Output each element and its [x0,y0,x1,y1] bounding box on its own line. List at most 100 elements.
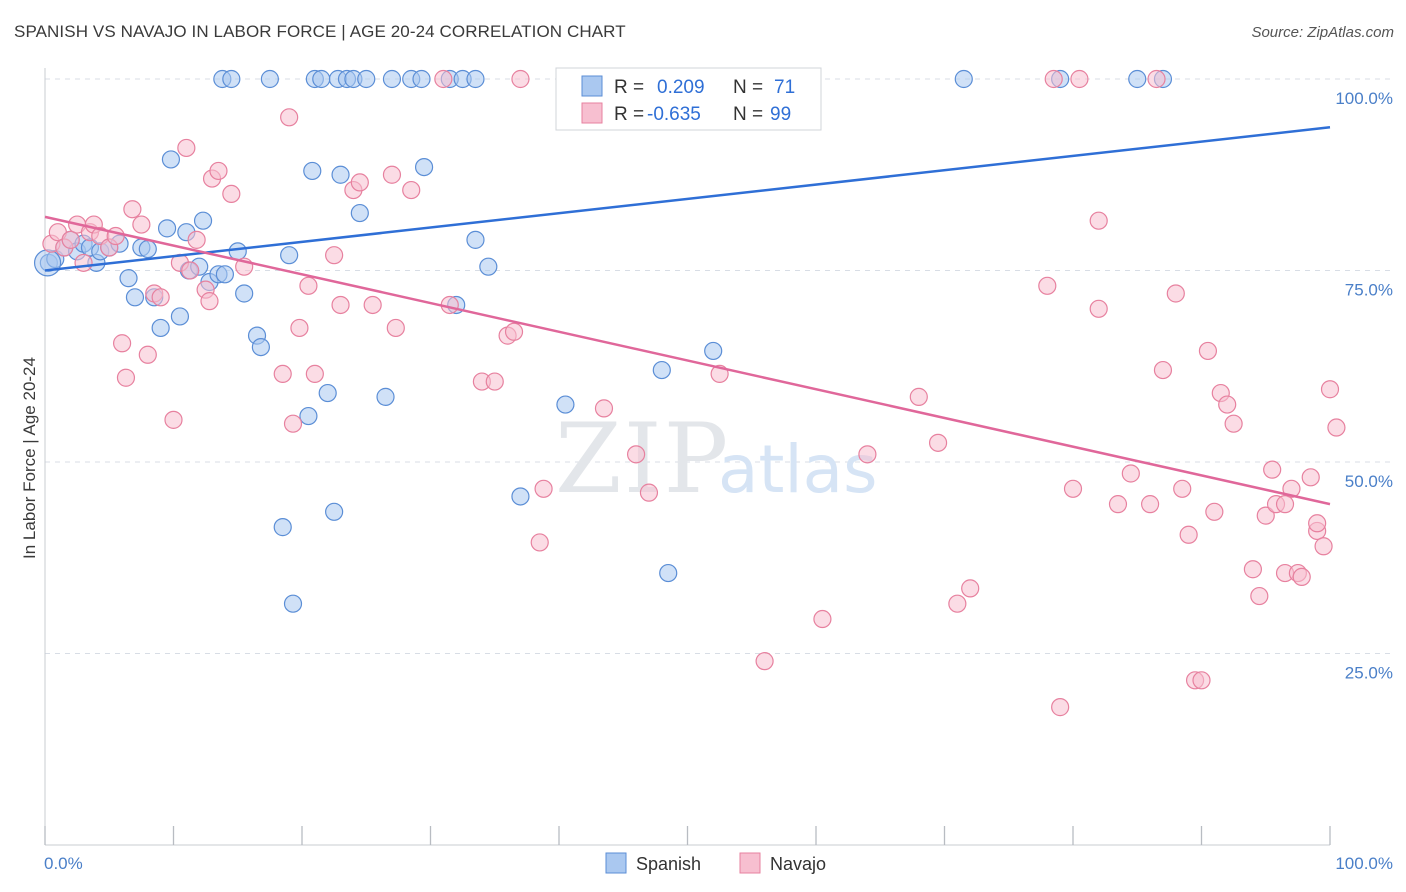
navajo-point [948,594,967,613]
spanish-point [193,211,213,230]
y-tick-label: 100.0% [1335,89,1393,108]
spanish-point [215,265,234,284]
spanish-point [704,341,723,361]
spanish-point [382,69,402,89]
navajo-point [434,69,453,89]
spanish-point [479,257,498,276]
watermark-atlas: atlas [718,431,878,508]
tick-labels: 25.0% 50.0% 75.0% 100.0% 0.0% 100.0% [44,89,1393,873]
navajo-point [116,368,136,387]
spanish-point [280,246,299,265]
navajo-point [350,173,369,192]
navajo-point [928,433,948,452]
spanish-point [331,165,350,184]
spanish-point [235,284,254,303]
navajo-point [283,414,303,433]
spanish-point [151,318,170,338]
navajo-point [1250,586,1269,606]
y-axis-label: In Labor Force | Age 20-24 [20,357,39,559]
navajo-point [1308,514,1327,533]
spanish-point [466,230,485,249]
navajo-point [273,364,292,384]
navajo-point [402,180,421,200]
navajo-point [363,295,382,315]
trend-lines [44,126,1331,506]
spanish-point [251,338,270,357]
spanish-point [1128,69,1147,89]
navajo-point [74,253,93,272]
navajo-point [1038,276,1057,295]
navajo-point [1089,299,1108,318]
spanish-point [954,69,973,89]
spanish-point [157,219,177,238]
spanish-point [318,383,337,403]
spanish-point [357,69,376,89]
legend-swatch-navajo [581,102,603,124]
navajo-point [485,372,504,391]
navajo-point [1173,479,1192,498]
navajo-point [626,445,646,464]
navajo-point [1063,479,1083,498]
navajo-point [164,410,183,429]
navajo-point [1218,395,1237,414]
navajo-point [1256,506,1275,525]
navajo-point [639,483,659,502]
navajo-point [1179,525,1198,544]
legend-r-label-spanish: R = [614,77,644,98]
navajo-point [325,246,344,265]
navajo-point [187,230,206,249]
navajo-point [151,288,170,307]
navajo-point [1282,479,1301,498]
navajo-point [382,165,402,184]
navajo-point [1198,341,1218,361]
legend-n-value-spanish: 71 [774,77,795,98]
spanish-point [412,69,431,89]
stats-legend: R = 0.209 N = 71 R = -0.635 N = 99 [555,67,822,131]
navajo-point [1275,495,1295,514]
navajo-point [530,533,549,552]
spanish-point [556,395,575,414]
navajo-point [386,318,405,338]
spanish-point [325,502,344,521]
spanish-point [376,387,395,406]
series-legend: Spanish Navajo [605,852,826,874]
navajo-point [755,652,774,671]
legend-n-label-navajo: N = [733,104,763,125]
navajo-point [112,334,132,353]
spanish-point [138,239,157,259]
spanish-point [125,288,145,307]
navajo-point [909,387,928,406]
spanish-point [283,594,303,613]
spanish-point [119,269,138,288]
spanish-point [466,69,485,89]
navajo-point [200,292,219,311]
navajo-point [181,261,200,280]
navajo-point [1166,284,1185,303]
watermark: ZIP atlas [555,403,878,515]
navajo-point [177,138,196,158]
spanish-point [511,487,530,506]
chart-title: SPANISH VS NAVAJO IN LABOR FORCE | AGE 2… [14,22,626,41]
navajo-point [594,399,614,418]
navajo-point [305,364,324,384]
navajo-point [1089,211,1108,230]
bottom-legend-label-spanish: Spanish [636,854,701,874]
spanish-point [222,69,241,89]
y-tick-label: 50.0% [1345,472,1393,491]
navajo-point [299,276,318,295]
navajo-point [61,230,80,249]
spanish-point [299,406,318,426]
navajo-trend-line [44,215,1331,506]
navajo-point [1044,69,1063,89]
legend-r-label-navajo: R = [614,104,644,125]
navajo-point [1243,560,1263,579]
navajo-point [813,609,832,629]
source-credit: Source: ZipAtlas.com [1251,24,1394,41]
navajo-point [1263,460,1282,479]
navajo-point [138,345,157,364]
navajo-points [42,69,1346,717]
y-tick-label: 75.0% [1345,281,1393,300]
spanish-point [303,161,322,181]
spanish-trend-line [44,126,1331,272]
legend-r-value-spanish: 0.209 [657,77,705,98]
